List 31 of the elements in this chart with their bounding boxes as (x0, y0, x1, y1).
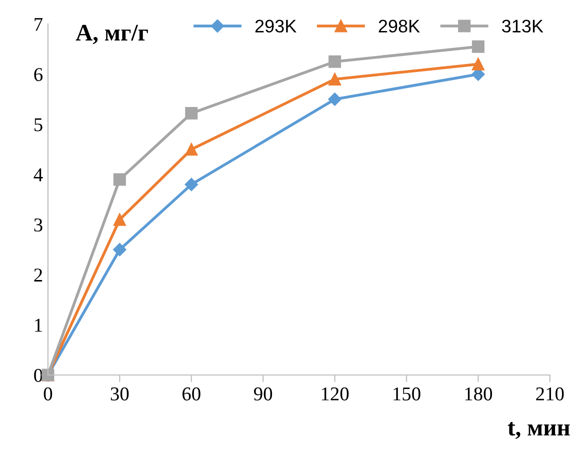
legend-label: 298K (378, 20, 420, 33)
x-tick-label: 0 (44, 387, 52, 400)
point (113, 243, 126, 256)
y-tick-label: 7 (34, 18, 43, 31)
x-axis-title: t, мин (508, 422, 570, 440)
x-tick-label: 120 (322, 387, 349, 400)
y-tick-label: 2 (34, 268, 42, 282)
point (184, 178, 198, 192)
legend-label: 293K (255, 20, 296, 33)
point (113, 213, 126, 226)
y-tick-label: 5 (34, 118, 42, 132)
point (328, 92, 342, 106)
point (113, 173, 126, 186)
point (185, 107, 198, 120)
x-tick-label: 150 (394, 387, 420, 400)
point (328, 55, 342, 68)
y-tick-label: 3 (34, 218, 42, 232)
y-tick-label: 1 (35, 318, 42, 332)
x-tick-label: 180 (465, 387, 492, 400)
x-tick-label: 90 (254, 387, 272, 400)
point (472, 40, 484, 53)
legend-label: 313K (502, 20, 544, 33)
x-tick-label: 30 (110, 387, 129, 400)
y-axis-title: A, мг/г (76, 24, 148, 44)
x-tick-label: 210 (536, 387, 564, 400)
x-tick-label: 60 (182, 387, 200, 400)
y-tick-label: 6 (34, 68, 43, 82)
point (472, 58, 484, 70)
y-tick-label: 4 (34, 168, 43, 182)
point (185, 143, 198, 156)
point (328, 72, 342, 86)
